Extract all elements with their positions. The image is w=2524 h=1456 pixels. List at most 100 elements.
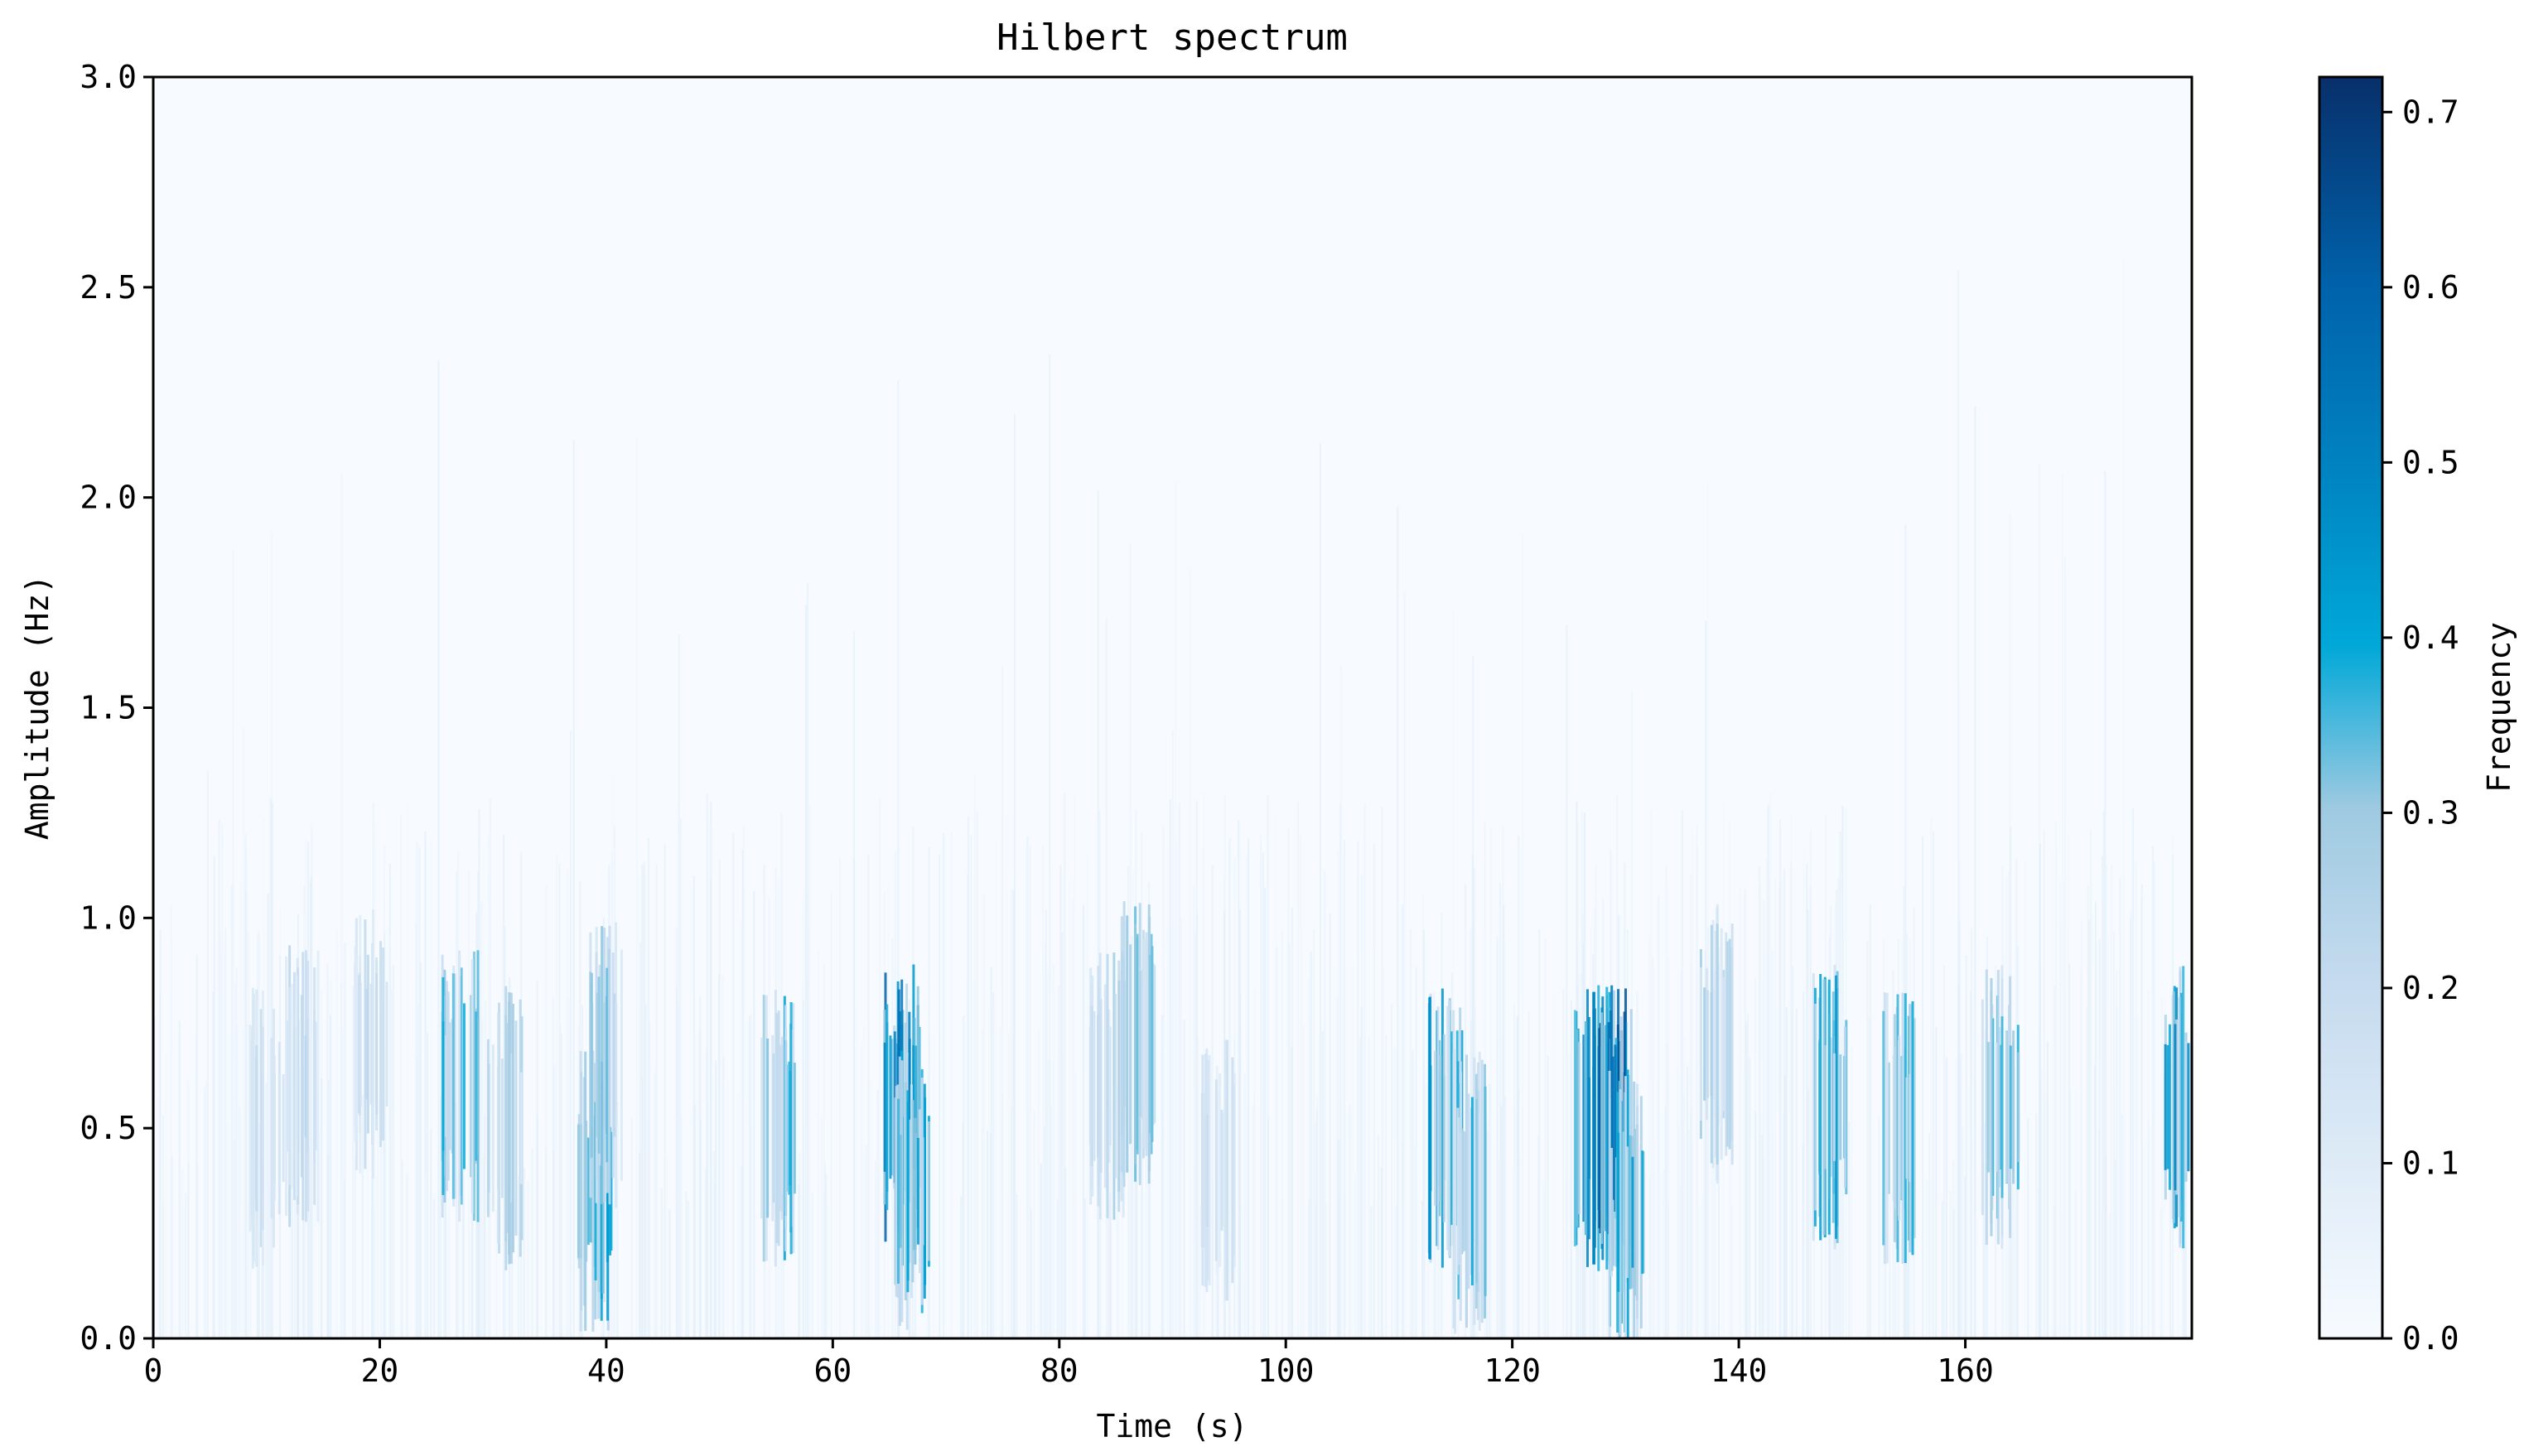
spectrum-streak: [1547, 1055, 1549, 1338]
spectrum-streak: [224, 953, 226, 1338]
spectrum-hotspot-streak: [1484, 1086, 1487, 1296]
spectrum-hotspot-streak: [2017, 1052, 2020, 1162]
spectrum-hotspot-streak: [1593, 1008, 1596, 1248]
spectrum-streak: [195, 1034, 198, 1338]
colorbar-tick-label: 0.4: [2402, 620, 2459, 656]
spectrum-streak: [1965, 955, 1967, 1338]
spectrum-streak: [750, 1102, 752, 1338]
spectrum-hotspot-streak: [2008, 1005, 2010, 1210]
spectrum-streak: [862, 1025, 865, 1338]
spectrum-streak: [1501, 1037, 1504, 1338]
spectrum-streak: [2053, 986, 2056, 1338]
spectrum-streak: [1245, 856, 1248, 1338]
spectrum-hotspot-streak: [1706, 990, 1710, 1098]
spectrum-streak: [366, 1009, 369, 1338]
spectrum-hotspot-streak: [1603, 1025, 1606, 1232]
spectrum-streak: [1301, 930, 1303, 1338]
spectrum-streak: [1569, 1053, 1571, 1338]
spectrum-streak: [1313, 929, 1315, 1338]
spectrum-hotspot-streak: [924, 1097, 927, 1285]
spectrum-streak: [1812, 1205, 1816, 1338]
spectrum-streak: [567, 998, 570, 1338]
spectrum-hotspot-streak: [577, 1114, 581, 1269]
spectrum-streak: [1665, 865, 1667, 1338]
spectrum-streak: [1765, 857, 1768, 1338]
spectrum-streak: [242, 727, 245, 1338]
spectrum-streak: [237, 1024, 239, 1338]
spectrum-streak: [406, 1174, 408, 1338]
spectrum-streak: [462, 1161, 465, 1338]
spectrum-hotspot-streak: [918, 1109, 921, 1274]
spectrum-streak: [1667, 957, 1670, 1338]
spectrum-streak: [1359, 1038, 1362, 1338]
spectrum-hotspot-streak: [1151, 946, 1154, 1142]
spectrum-streak: [2102, 811, 2105, 1338]
spectrum-streak: [1178, 803, 1180, 1338]
spectrum-streak: [2101, 856, 2103, 1338]
spectrum-hotspot-streak: [254, 1058, 258, 1198]
spectrum-streak: [1809, 831, 1812, 1338]
spectrum-hotspot-streak: [597, 976, 601, 1154]
spectrum-hotspot-streak: [1913, 1018, 1916, 1238]
spectrum-streak: [1391, 1003, 1393, 1338]
spectrum-streak: [2044, 1092, 2047, 1338]
spectrum-streak: [248, 930, 250, 1338]
spectrum-streak: [2035, 1113, 2038, 1338]
spectrum-streak: [1193, 885, 1195, 1338]
spectrum-streak: [1228, 1210, 1230, 1338]
spectrum-streak: [1590, 1074, 1593, 1338]
spectrum-streak: [1730, 1013, 1733, 1338]
spectrum-hotspot-streak: [607, 948, 610, 1182]
spectrum-streak: [1925, 1178, 1928, 1338]
spectrum-streak: [1941, 1202, 1943, 1338]
spectrum-streak: [2122, 258, 2125, 1338]
spectrum-hotspot-streak: [784, 1028, 788, 1229]
spectrum-streak: [1074, 1072, 1077, 1338]
spectrum-streak: [2184, 1126, 2187, 1338]
spectrum-hotspot-streak: [295, 975, 298, 1197]
colorbar-tick-label: 0.5: [2402, 444, 2459, 480]
spectrum-streak: [1276, 947, 1278, 1338]
spectrum-streak: [1329, 914, 1331, 1338]
spectrum-streak: [679, 836, 682, 1338]
spectrum-streak: [870, 1081, 872, 1338]
spectrum-streak: [967, 816, 969, 1338]
spectrum-hotspot-streak: [1446, 1005, 1450, 1251]
spectrum-streak: [1767, 804, 1769, 1338]
spectrum-hotspot-streak: [1605, 986, 1609, 1270]
spectrum-streak: [986, 1131, 989, 1338]
spectrum-streak: [1542, 1180, 1545, 1338]
spectrum-hotspot-streak: [1991, 1018, 1995, 1196]
colorbar-tick-label: 0.1: [2402, 1145, 2459, 1181]
spectrum-streak: [206, 770, 209, 1338]
spectrum-streak: [1192, 1174, 1194, 1338]
spectrum-streak: [1248, 838, 1250, 1338]
spectrum-streak: [1960, 1053, 1962, 1338]
spectrum-streak: [1471, 854, 1474, 1338]
spectrum-streak: [976, 970, 978, 1338]
spectrum-streak: [2013, 1065, 2015, 1338]
spectrum-streak: [1663, 1170, 1665, 1338]
spectrum-streak: [219, 929, 222, 1338]
spectrum-streak: [1496, 936, 1498, 1338]
spectrum-streak: [181, 1170, 183, 1338]
spectrum-hotspot-streak: [2164, 1044, 2167, 1170]
spectrum-streak: [1562, 989, 1565, 1338]
spectrum-hotspot-streak: [1120, 916, 1123, 1172]
spectrum-streak: [2144, 1140, 2146, 1338]
spectrum-streak: [1029, 845, 1031, 1338]
spectrum-streak: [1566, 624, 1568, 1338]
spectrum-streak: [1504, 1096, 1507, 1338]
spectrum-streak: [2105, 865, 2107, 1338]
spectrum-streak: [1058, 986, 1060, 1338]
spectrum-streak: [430, 1128, 432, 1338]
spectrum-streak: [2086, 1006, 2088, 1338]
spectrum-streak: [1145, 1079, 1147, 1338]
spectrum-streak: [982, 1028, 984, 1338]
spectrum-hotspot-streak: [1117, 980, 1121, 1192]
spectrum-streak: [302, 1145, 305, 1338]
spectrum-streak: [1334, 967, 1336, 1338]
spectrum-streak: [1878, 1116, 1880, 1338]
spectrum-streak: [1302, 1024, 1305, 1338]
spectrum-streak: [1385, 1034, 1387, 1338]
